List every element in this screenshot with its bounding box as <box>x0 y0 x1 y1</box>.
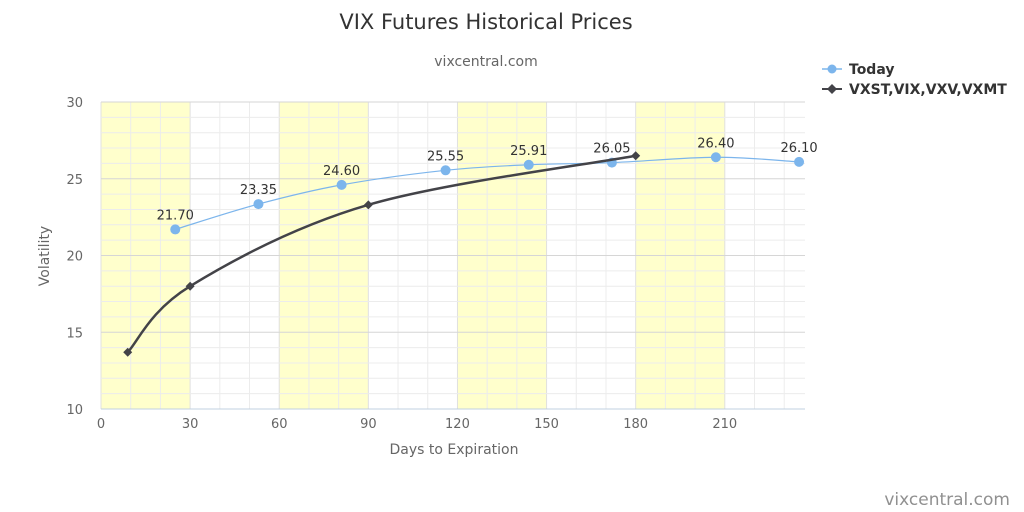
series-0-point-4 <box>523 159 534 170</box>
legend-item-vxst[interactable]: VXST,VIX,VXV,VXMT <box>822 82 1007 98</box>
data-label-0-6: 26.40 <box>697 136 734 151</box>
x-tick-label-0: 0 <box>97 417 105 432</box>
chart-subtitle: vixcentral.com <box>434 54 537 70</box>
legend-marker-today <box>827 64 837 74</box>
legend-label-vxst: VXST,VIX,VXV,VXMT <box>849 82 1007 98</box>
x-tick-label-150: 150 <box>534 417 559 432</box>
data-label-0-1: 23.35 <box>240 183 277 198</box>
data-label-0-4: 25.91 <box>510 144 547 159</box>
x-tick-label-180: 180 <box>623 417 648 432</box>
y-tick-label-30: 30 <box>66 96 83 111</box>
data-label-0-3: 25.55 <box>427 149 464 164</box>
y-tick-label-20: 20 <box>66 250 83 265</box>
series-group <box>123 151 805 357</box>
y-tick-label-10: 10 <box>66 403 83 418</box>
axes: 0 30 60 90 120 150 180 210 10 15 20 25 30 <box>66 96 805 432</box>
x-tick-label-90: 90 <box>360 417 377 432</box>
series-line-0 <box>175 156 800 230</box>
legend-marker-vxst <box>827 84 837 94</box>
grid-lines <box>100 101 805 410</box>
x-axis-title: Days to Expiration <box>390 442 519 458</box>
series-line-1 <box>126 154 636 354</box>
series-1-point-1 <box>185 281 195 291</box>
y-tick-label-25: 25 <box>66 173 83 188</box>
chart-title: VIX Futures Historical Prices <box>339 10 632 34</box>
credits-link[interactable]: vixcentral.com <box>884 490 1010 510</box>
series-0-point-2 <box>336 179 347 190</box>
legend: Today VXST,VIX,VXV,VXMT <box>822 62 1007 98</box>
x-tick-label-60: 60 <box>271 417 288 432</box>
legend-label-today: Today <box>849 62 894 78</box>
series-0-point-6 <box>710 152 721 163</box>
series-0-point-1 <box>253 199 264 210</box>
legend-item-today[interactable]: Today <box>822 62 894 78</box>
x-tick-label-30: 30 <box>182 417 199 432</box>
y-axis-title: Volatility <box>37 226 53 286</box>
data-label-0-0: 21.70 <box>157 208 194 223</box>
x-tick-label-210: 210 <box>712 417 737 432</box>
series-1-point-2 <box>363 200 373 210</box>
series-0-point-0 <box>170 224 181 235</box>
data-label-0-2: 24.60 <box>323 164 360 179</box>
series-1-point-0 <box>123 347 133 357</box>
y-tick-label-15: 15 <box>66 326 83 341</box>
x-tick-label-120: 120 <box>445 417 470 432</box>
series-1-point-3 <box>631 151 641 161</box>
data-label-0-5: 26.05 <box>593 142 630 157</box>
series-0-point-3 <box>440 165 451 176</box>
series-0-point-7 <box>794 156 805 167</box>
data-label-0-7: 26.10 <box>780 141 817 156</box>
data-labels: 21.70 23.35 24.60 25.55 25.91 26.05 26.40 26.10 <box>157 136 818 223</box>
